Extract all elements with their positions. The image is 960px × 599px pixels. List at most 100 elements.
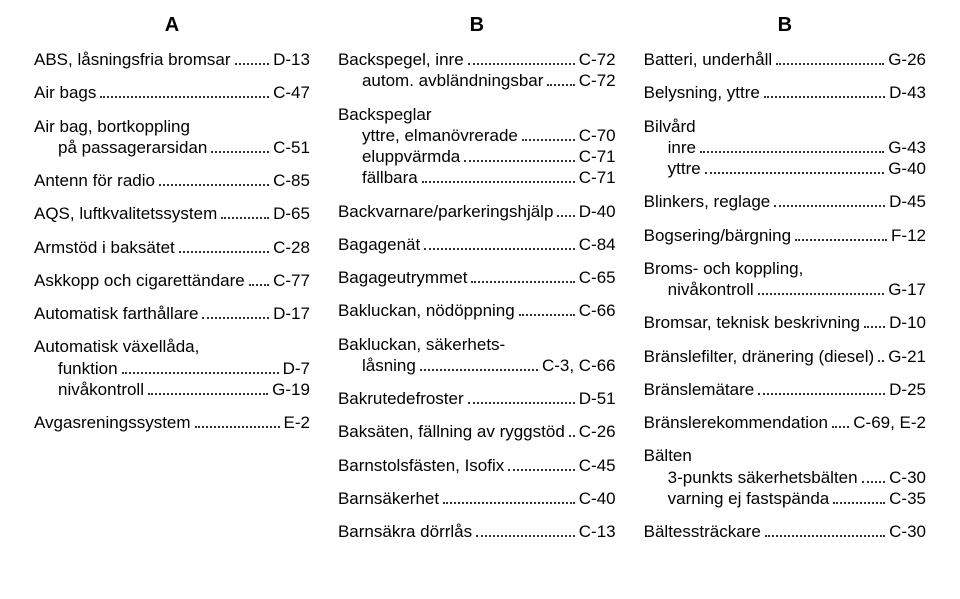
- index-line: Automatisk växellåda,: [34, 336, 310, 357]
- index-entry: Batteri, underhåll G-26: [644, 49, 926, 70]
- entry-ref: D-13: [273, 49, 310, 70]
- entry-label: yttre, elmanövrerade: [362, 125, 518, 146]
- index-line: fällbara C-71: [338, 167, 616, 188]
- entry-label: varning ej fastspända: [668, 488, 830, 509]
- column-heading: A: [34, 14, 310, 37]
- index-entry: BränslerekommendationC-69, E-2: [644, 412, 926, 433]
- entry-label: Backspeglar: [338, 104, 432, 125]
- entry-label: Bagageutrymmet: [338, 267, 467, 288]
- index-line: ABS, låsningsfria bromsar D-13: [34, 49, 310, 70]
- entry-ref: D-43: [889, 82, 926, 103]
- leader-dots: [758, 293, 885, 295]
- index-column: A ABS, låsningsfria bromsar D-13 Air bagsC-…: [20, 14, 324, 599]
- leader-dots: [100, 96, 269, 98]
- leader-dots: [765, 535, 885, 537]
- entry-ref: G-26: [888, 49, 926, 70]
- entry-label: nivåkontroll: [58, 379, 144, 400]
- entry-ref: C-30: [889, 521, 926, 542]
- entry-label: Batteri, underhåll: [644, 49, 773, 70]
- index-entry: BagagenätC-84: [338, 234, 616, 255]
- index-line: AQS, luftkvalitetssystemD-65: [34, 203, 310, 224]
- entry-label: Askkopp och cigarettändare: [34, 270, 245, 291]
- entry-label: inre: [668, 137, 696, 158]
- index-line: Backspegel, inreC-72: [338, 49, 616, 70]
- index-line: Bränslefilter, dränering (diesel)G-21: [644, 346, 926, 367]
- index-entry: Bälten3-punkts säkerhetsbältenC-30varnin…: [644, 445, 926, 509]
- index-entry: Bränslemätare D-25: [644, 379, 926, 400]
- entry-label: Broms- och koppling,: [644, 258, 804, 279]
- entry-ref: C-77: [273, 270, 310, 291]
- entry-label: Barnsäkerhet: [338, 488, 439, 509]
- leader-dots: [833, 502, 885, 504]
- index-entry: Automatisk farthållareD-17: [34, 303, 310, 324]
- entry-label: Bälten: [644, 445, 692, 466]
- leader-dots: [202, 317, 269, 319]
- entry-label: fällbara: [362, 167, 418, 188]
- column-heading: B: [338, 14, 616, 37]
- entry-label: Armstöd i baksätet: [34, 237, 175, 258]
- index-line: Air bag, bortkoppling: [34, 116, 310, 137]
- index-line: Bakluckan, nödöppning C-66: [338, 300, 616, 321]
- index-line: Askkopp och cigarettändare C-77: [34, 270, 310, 291]
- leader-dots: [700, 151, 884, 153]
- leader-dots: [569, 435, 575, 437]
- entry-label: Bromsar, teknisk beskrivning: [644, 312, 860, 333]
- entry-label: Barnsäkra dörrlås: [338, 521, 472, 542]
- leader-dots: [211, 151, 269, 153]
- index-line: låsning C-3, C-66: [338, 355, 616, 376]
- entry-ref: D-7: [283, 358, 310, 379]
- entry-label: Bakluckan, säkerhets-: [338, 334, 505, 355]
- index-entry: Baksäten, fällning av ryggstödC-26: [338, 421, 616, 442]
- entry-label: Bakluckan, nödöppning: [338, 300, 515, 321]
- entry-ref: G-17: [888, 279, 926, 300]
- index-line: Blinkers, reglageD-45: [644, 191, 926, 212]
- index-line: Barnsäkra dörrlåsC-13: [338, 521, 616, 542]
- index-line: Broms- och koppling,: [644, 258, 926, 279]
- index-line: Bälten: [644, 445, 926, 466]
- entry-ref: D-25: [889, 379, 926, 400]
- leader-dots: [443, 502, 575, 504]
- index-entry: Bränslefilter, dränering (diesel)G-21: [644, 346, 926, 367]
- leader-dots: [557, 215, 574, 217]
- entry-ref: C-3, C-66: [542, 355, 616, 376]
- entry-label: AQS, luftkvalitetssystem: [34, 203, 217, 224]
- entry-label: ABS, låsningsfria bromsar: [34, 49, 231, 70]
- index-entry: Blinkers, reglageD-45: [644, 191, 926, 212]
- index-line: Bakluckan, säkerhets-: [338, 334, 616, 355]
- leader-dots: [468, 402, 575, 404]
- entry-ref: C-66: [579, 300, 616, 321]
- entry-ref: C-28: [273, 237, 310, 258]
- index-line: yttreG-40: [644, 158, 926, 179]
- leader-dots: [464, 160, 575, 162]
- entry-ref: C-51: [273, 137, 310, 158]
- entry-ref: C-84: [579, 234, 616, 255]
- index-line: nivåkontroll G-19: [34, 379, 310, 400]
- entry-ref: C-69, E-2: [853, 412, 926, 433]
- entry-ref: C-71: [579, 167, 616, 188]
- entry-label: Bränslemätare: [644, 379, 755, 400]
- entry-ref: C-65: [579, 267, 616, 288]
- entry-label: Bakrutedefroster: [338, 388, 464, 409]
- leader-dots: [864, 326, 885, 328]
- entry-label: funktion: [58, 358, 118, 379]
- index-entry: Bogsering/bärgningF-12: [644, 225, 926, 246]
- entry-label: låsning: [362, 355, 416, 376]
- entry-ref: C-30: [889, 467, 926, 488]
- leader-dots: [832, 426, 849, 428]
- entry-ref: G-19: [272, 379, 310, 400]
- index-entry: AvgasreningssystemE-2: [34, 412, 310, 433]
- index-entry: Backspegel, inreC-72autom. avbländningsb…: [338, 49, 616, 92]
- index-line: Barnstolsfästen, IsofixC-45: [338, 455, 616, 476]
- index-line: Backspeglar: [338, 104, 616, 125]
- index-line: Bromsar, teknisk beskrivning D-10: [644, 312, 926, 333]
- index-entry: Belysning, yttreD-43: [644, 82, 926, 103]
- index-entry: Air bagsC-47: [34, 82, 310, 103]
- index-entry: Askkopp och cigarettändare C-77: [34, 270, 310, 291]
- index-entry: Bakluckan, säkerhets-låsning C-3, C-66: [338, 334, 616, 377]
- entry-label: Barnstolsfästen, Isofix: [338, 455, 504, 476]
- entry-ref: F-12: [891, 225, 926, 246]
- leader-dots: [249, 284, 269, 286]
- entry-ref: D-10: [889, 312, 926, 333]
- entry-ref: C-85: [273, 170, 310, 191]
- entry-label: Avgasreningssystem: [34, 412, 191, 433]
